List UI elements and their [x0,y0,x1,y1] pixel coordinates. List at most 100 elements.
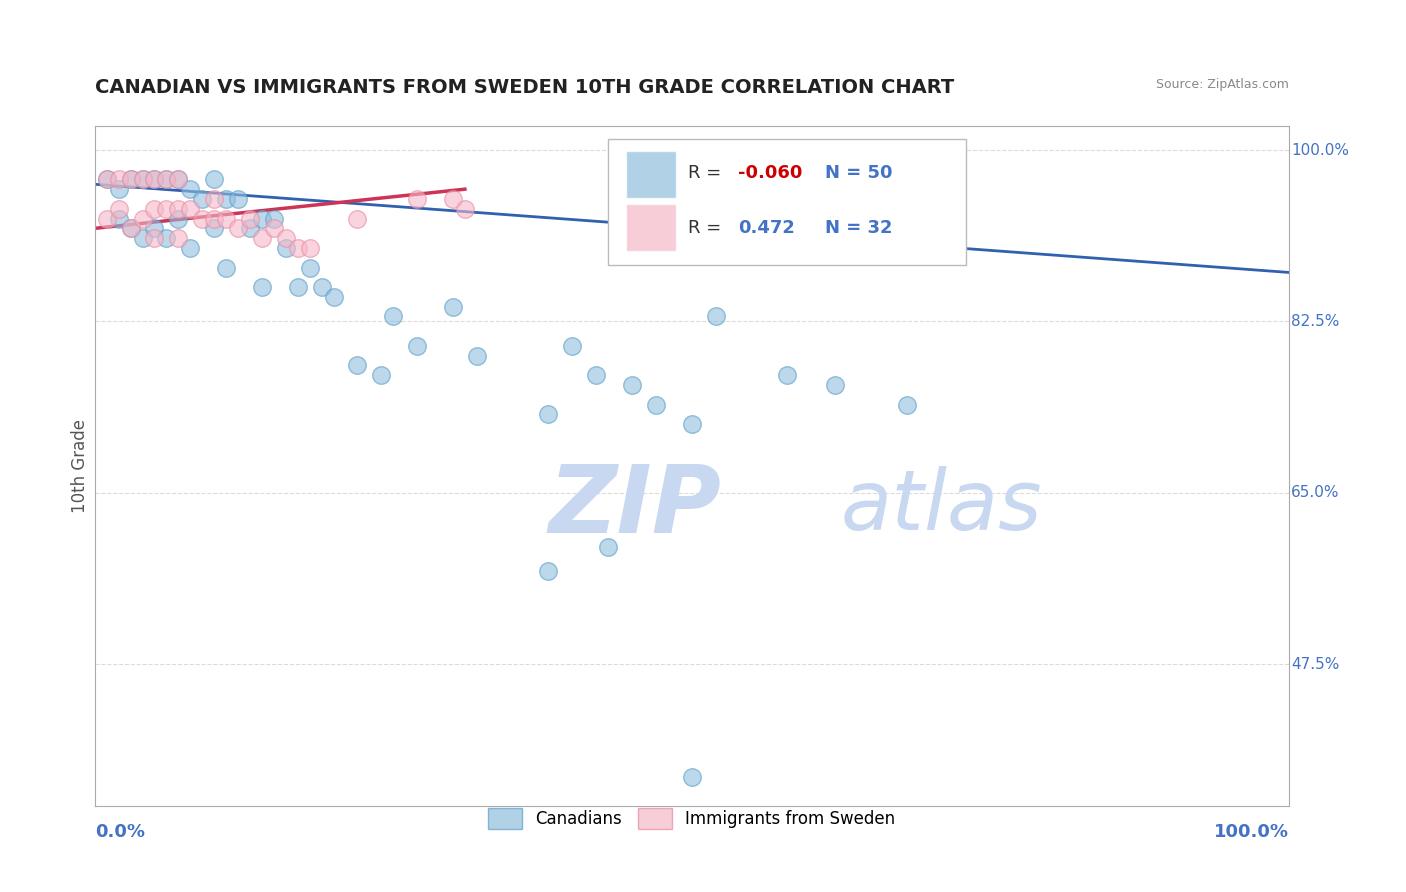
Point [645,398,668,412]
Y-axis label: 10th Grade: 10th Grade [72,419,89,513]
Point [465,349,488,363]
Point [298,260,321,275]
Point [202,192,225,206]
Point [143,221,166,235]
Point [179,241,201,255]
Text: 65.0%: 65.0% [1291,485,1340,500]
Point [120,172,142,186]
Point [96,211,118,226]
Point [250,280,273,294]
Point [215,211,238,226]
Point [131,172,153,186]
Point [155,202,177,216]
Point [250,231,273,245]
Point [107,211,129,226]
Point [346,211,368,226]
Point [441,192,464,206]
Point [179,182,201,196]
Point [287,280,309,294]
Point [537,564,560,578]
Point [96,172,118,186]
Point [120,221,142,235]
Point [107,202,129,216]
Point [621,378,644,392]
Text: -0.060: -0.060 [738,164,803,182]
FancyBboxPatch shape [626,152,676,198]
Point [131,211,153,226]
Point [120,221,142,235]
Point [776,368,799,383]
Text: 47.5%: 47.5% [1291,657,1340,672]
Point [155,231,177,245]
Point [298,241,321,255]
Point [382,310,405,324]
Text: N = 50: N = 50 [825,164,893,182]
Point [167,211,190,226]
Point [681,417,703,432]
Point [143,172,166,186]
Point [370,368,392,383]
Point [681,770,703,784]
Point [598,540,620,554]
Point [561,339,583,353]
Point [191,211,214,226]
Point [215,192,238,206]
Point [131,172,153,186]
Point [274,231,297,245]
Point [585,368,607,383]
Point [537,408,560,422]
FancyBboxPatch shape [609,139,966,265]
Point [239,211,262,226]
Point [96,172,118,186]
Point [155,172,177,186]
Point [120,172,142,186]
Point [263,221,285,235]
Point [215,260,238,275]
Text: Source: ZipAtlas.com: Source: ZipAtlas.com [1156,78,1289,91]
Point [454,202,477,216]
Point [143,231,166,245]
Point [143,202,166,216]
Point [263,211,285,226]
Point [202,221,225,235]
Point [107,172,129,186]
Point [167,172,190,186]
Point [143,172,166,186]
Text: atlas: atlas [841,467,1043,547]
Text: 100.0%: 100.0% [1291,143,1348,158]
Text: 0.0%: 0.0% [94,823,145,841]
Text: 0.472: 0.472 [738,219,796,236]
Point [406,192,429,206]
Point [191,192,214,206]
Point [250,211,273,226]
Point [406,339,429,353]
Point [287,241,309,255]
Point [441,300,464,314]
Text: ZIP: ZIP [548,460,721,553]
Text: R =: R = [688,164,727,182]
Legend: Canadians, Immigrants from Sweden: Canadians, Immigrants from Sweden [482,802,901,835]
Text: R =: R = [688,219,727,236]
Point [226,221,249,235]
Point [226,192,249,206]
Text: N = 32: N = 32 [825,219,893,236]
Point [202,211,225,226]
Point [179,202,201,216]
Point [167,202,190,216]
Text: CANADIAN VS IMMIGRANTS FROM SWEDEN 10TH GRADE CORRELATION CHART: CANADIAN VS IMMIGRANTS FROM SWEDEN 10TH … [94,78,955,97]
Point [155,172,177,186]
Point [202,172,225,186]
Point [824,378,846,392]
Point [131,231,153,245]
Text: 82.5%: 82.5% [1291,314,1340,329]
Point [167,172,190,186]
Point [167,231,190,245]
Point [311,280,333,294]
Point [346,359,368,373]
Point [322,290,344,304]
Point [239,221,262,235]
Point [896,398,918,412]
Point [274,241,297,255]
FancyBboxPatch shape [626,203,676,251]
Point [704,310,727,324]
